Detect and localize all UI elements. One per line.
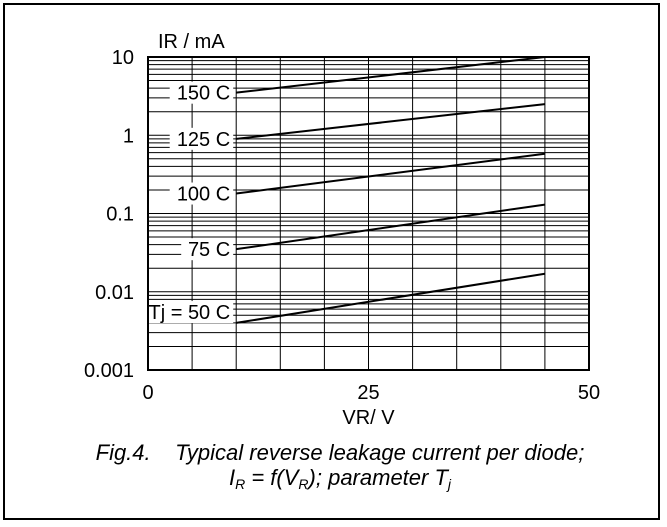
curve-label: 150 C (177, 83, 230, 105)
y-tick-label: 0.001 (84, 360, 134, 382)
curve-label-backing (123, 301, 234, 324)
x-tick-label: 25 (357, 382, 379, 404)
caption-sub-r2: R (298, 476, 309, 492)
plot-border (147, 56, 590, 371)
figure-caption-line2: IR = f(VR); parameter Tj (40, 465, 640, 497)
curves (236, 56, 546, 324)
curve-label-backing (169, 127, 234, 150)
caption-sub-r1: R (235, 476, 246, 492)
caption-i: I (228, 465, 236, 490)
curve-label: 100 C (177, 184, 230, 206)
x-tick-label: 50 (578, 382, 600, 404)
y-tick-label: 0.01 (95, 282, 134, 304)
curve-labels: 150 C 125 C 100 C 75 C Tj = 50 C (123, 81, 234, 324)
curve-label: 75 C (188, 239, 230, 261)
curve-label: 125 C (177, 129, 230, 151)
figure-caption-line1: Fig.4. Typical reverse leakage current p… (40, 440, 640, 465)
leakage-chart: 150 C 125 C 100 C 75 C Tj = 50 C 10 1 0.1 0.01 0… (84, 31, 600, 429)
series-line (236, 56, 546, 94)
figure-frame (3, 3, 660, 520)
curve-label-backing (169, 81, 234, 104)
figure-number: Fig.4. (95, 440, 151, 465)
axes: 10 1 0.1 0.01 0.001 0 25 50 IR / mA VR/ V (84, 31, 600, 429)
x-tick-label: 0 (142, 382, 153, 404)
series-line (236, 152, 546, 195)
y-axis-label: IR / mA (158, 31, 225, 53)
series-line (236, 103, 546, 140)
caption-tail: ); parameter T (308, 465, 448, 490)
caption-text: Typical reverse leakage current per diod… (175, 440, 585, 465)
y-tick-label: 10 (112, 47, 134, 69)
series-line (236, 203, 546, 251)
curve-label-backing (169, 182, 234, 205)
caption-mid: = f(V (245, 465, 299, 490)
y-tick-label: 1 (123, 125, 134, 147)
caption-sub-j: j (447, 476, 452, 492)
x-axis-label: VR/ V (342, 407, 395, 429)
curve-label: Tj = 50 C (148, 302, 230, 324)
curve-label-backing (181, 238, 234, 261)
series-line (236, 272, 546, 324)
y-tick-label: 0.1 (106, 204, 134, 226)
